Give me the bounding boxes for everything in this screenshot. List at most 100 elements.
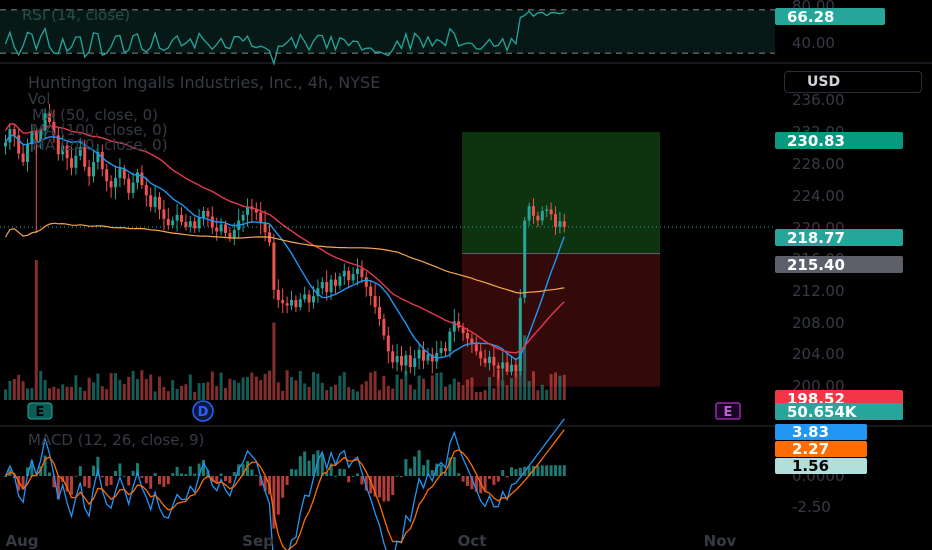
candle-body: [329, 279, 333, 293]
candle-body: [369, 286, 373, 297]
symbol-title: Huntington Ingalls Industries, Inc., 4h,…: [28, 73, 381, 92]
candle-body: [285, 303, 289, 306]
candle-body: [422, 349, 425, 361]
macd-histogram-bar: [263, 476, 267, 492]
candle-body: [483, 358, 487, 364]
volume-bar: [545, 389, 549, 400]
volume-bar: [474, 391, 478, 400]
candle-body: [400, 355, 403, 366]
price-axis-tick: 208.00: [792, 314, 845, 332]
volume-bar: [87, 377, 91, 400]
candle-body: [466, 333, 469, 339]
macd-histogram-bar: [540, 465, 544, 476]
volume-bar: [92, 382, 95, 400]
volume-bar: [12, 379, 16, 400]
volume-bar: [501, 379, 505, 400]
ma50-legend: MA (50, close, 0): [32, 106, 159, 124]
macd-line: [4, 418, 565, 550]
candle-body: [136, 172, 139, 183]
macd-histogram-bar: [382, 476, 386, 502]
volume-bar: [435, 372, 439, 400]
candle-body: [92, 162, 95, 177]
volume-bar: [413, 389, 417, 400]
volume-bar: [457, 381, 461, 400]
volume-bar: [39, 370, 43, 400]
macd-histogram-bar: [457, 473, 461, 476]
candle-body: [166, 218, 170, 226]
macd-histogram-bar: [171, 473, 175, 476]
volume-bar: [250, 372, 254, 400]
macd-histogram-bar: [298, 456, 302, 476]
time-axis-label-aug: Aug: [5, 532, 38, 550]
candle-body: [488, 356, 491, 364]
volume-bar: [232, 380, 236, 400]
volume-bar: [224, 387, 227, 400]
dividend-marker: [192, 400, 214, 422]
candle-body: [158, 196, 161, 210]
rsi-legend: RSI (14, close): [22, 6, 131, 24]
volume-bar: [532, 371, 535, 400]
candle-body: [417, 349, 421, 359]
rsi-value-bg: [775, 8, 885, 25]
candle-body: [149, 195, 153, 208]
volume-label: 50.654K: [787, 403, 858, 421]
volume-bar: [510, 378, 513, 400]
candle-body: [206, 211, 210, 217]
volume-bar: [422, 378, 425, 400]
macd-histogram-bar: [395, 475, 399, 477]
macd-histogram-bar: [276, 476, 280, 515]
macd-histogram-bar: [109, 476, 113, 485]
rsi-value-label: 66.28: [787, 8, 834, 26]
macd-histogram-bar: [439, 464, 443, 476]
volume-bar: [439, 372, 443, 400]
macd-histogram-bar: [430, 470, 434, 476]
volume-bar: [184, 384, 188, 400]
macd-histogram-bar: [496, 476, 500, 482]
macd-histogram-bar: [259, 476, 263, 486]
volume-bar: [496, 370, 500, 400]
candle-body: [175, 214, 179, 221]
volume-bar: [246, 377, 249, 400]
macd-histogram-bar: [241, 464, 245, 476]
macd-histogram-bar: [448, 457, 452, 476]
candle-body: [536, 215, 540, 221]
candle-body: [153, 196, 157, 208]
macd-histogram-bar: [334, 475, 337, 477]
volume-bar: [448, 384, 452, 400]
volume-bar: [356, 391, 359, 400]
target-price-label-bg: [775, 132, 903, 149]
macd-histogram-bar: [144, 476, 148, 484]
candle-body: [96, 151, 100, 163]
macd-histogram-bar: [413, 456, 417, 476]
macd-histogram-bar: [21, 476, 25, 490]
candle-body: [202, 211, 205, 219]
volume-bar: [228, 378, 232, 400]
currency-button[interactable]: USD: [784, 71, 922, 93]
macd-histogram-bar: [158, 476, 161, 485]
macd-histogram-bar: [545, 465, 549, 476]
macd-histogram-bar: [232, 472, 236, 476]
dividend-marker-label: D: [198, 405, 209, 420]
volume-bar: [527, 381, 531, 400]
macd-histogram-bar: [48, 472, 51, 476]
volume-bar: [316, 373, 320, 400]
macd-histogram-bar: [342, 469, 346, 476]
macd-histogram-bar: [215, 476, 219, 484]
macd-histogram-bar: [100, 476, 104, 478]
candle-body: [386, 335, 390, 352]
macd-histogram-bar: [118, 463, 122, 476]
candle-body: [549, 209, 553, 215]
macd-value-label-bg: [775, 424, 867, 440]
candle-body: [554, 214, 557, 227]
macd-histogram-bar: [316, 450, 320, 476]
macd-histogram-bar: [501, 469, 505, 476]
macd-histogram-bar: [351, 475, 355, 477]
macd-histogram-bar: [228, 476, 232, 484]
candle-body: [193, 221, 197, 229]
price-axis-tick: 212.00: [792, 282, 845, 300]
volume-label-bg: [775, 403, 903, 420]
candle-body: [378, 307, 381, 319]
volume-bar: [144, 379, 148, 400]
